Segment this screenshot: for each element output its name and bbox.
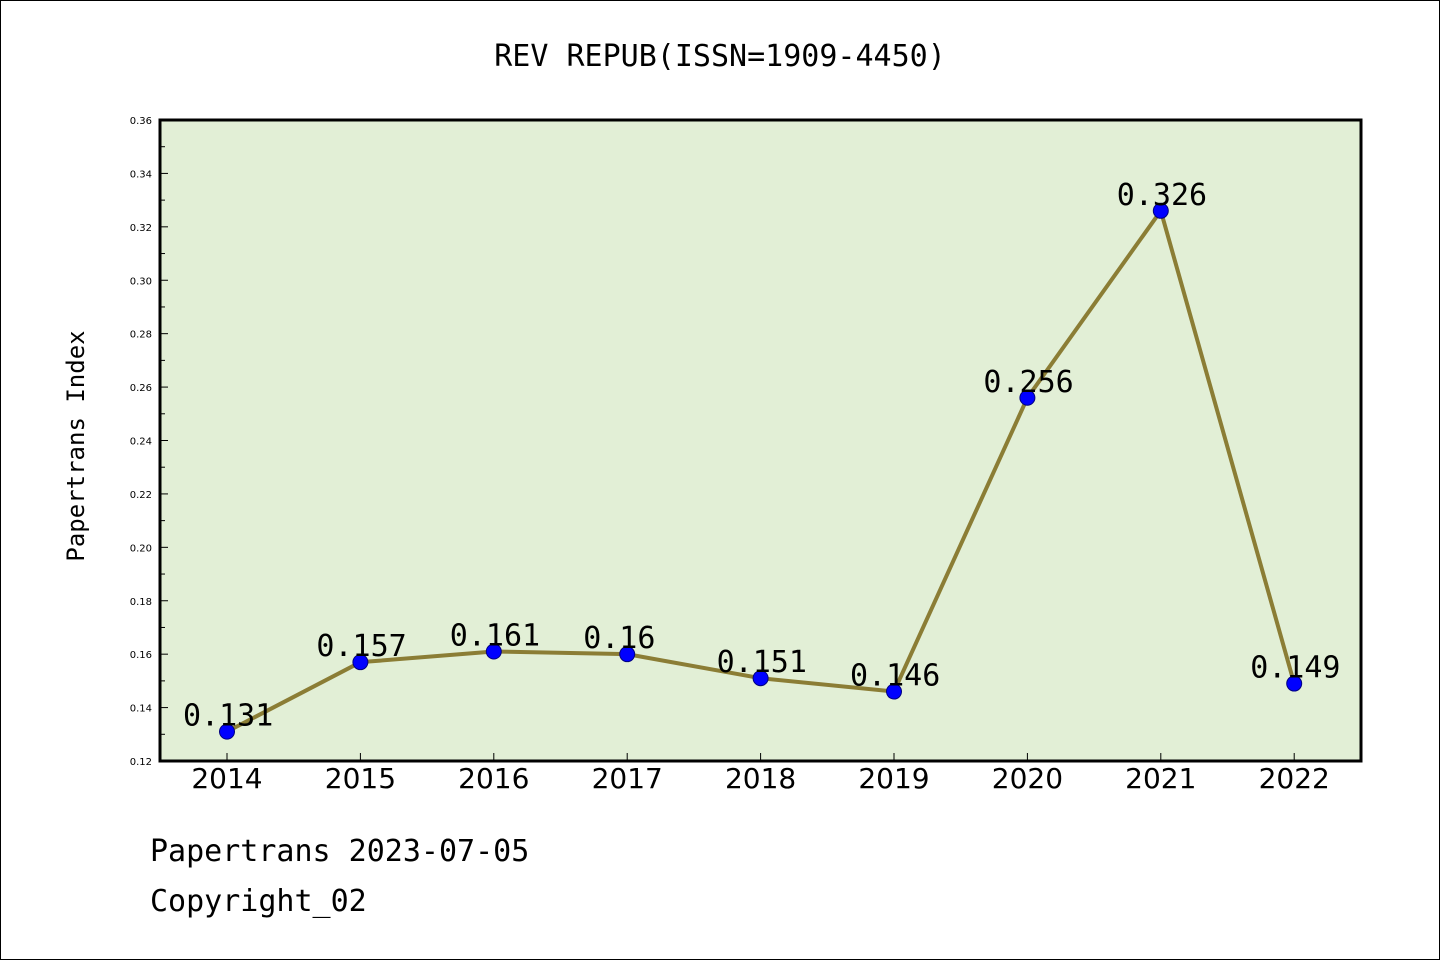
y-tick-label: 0.28 [130,330,152,341]
y-tick-label: 0.32 [130,223,152,234]
data-label: 0.256 [983,365,1073,400]
data-label: 0.149 [1250,651,1340,686]
data-point [886,683,902,700]
data-label: 0.146 [850,659,940,694]
data-point [619,646,636,663]
y-tick-label: 0.14 [130,704,152,715]
data-labels: 0.131 0.157 0.161 0.16 0.151 0.146 0.256 0.326 0… [183,178,1341,734]
chart-title: REV REPUB(ISSN=1909-4450) [494,39,946,74]
data-point [1152,202,1169,219]
x-tick-label: 2018 [725,762,796,795]
data-label: 0.16 [583,621,655,656]
y-tick-label: 0.36 [130,116,152,127]
data-label: 0.161 [450,618,540,653]
y-tick-label: 0.20 [130,543,152,554]
footer-date-text: Papertrans 2023-07-05 [150,834,530,869]
y-tick-label: 0.24 [130,437,152,448]
footer-copyright-text: Copyright_02 [150,884,367,919]
y-tick-label: 0.16 [130,650,152,661]
x-tick-label: 2014 [191,762,262,795]
y-tick-label: 0.26 [130,383,152,394]
y-axis-label: Papertrans Index [62,330,90,561]
y-tick-label: 0.34 [130,169,152,180]
data-label: 0.131 [183,699,273,734]
data-label: 0.151 [717,645,807,680]
data-point [752,670,769,687]
data-point [1286,675,1303,692]
x-tick-label: 2019 [858,762,929,795]
y-tick-label: 0.18 [130,597,152,608]
data-point [1019,389,1036,406]
data-markers [219,202,1303,740]
x-tick-label: 2022 [1259,762,1330,795]
y-tick-label: 0.22 [130,490,152,501]
x-tick-label: 2016 [458,762,529,795]
x-tick-label: 2015 [325,762,396,795]
data-point [352,654,369,671]
data-point [485,643,502,660]
data-label: 0.157 [316,629,406,664]
data-point [219,723,235,740]
x-tick-label: 2017 [592,762,663,795]
y-tick-label: 0.12 [130,757,152,768]
x-axis-ticks: 2014 2015 2016 2017 2018 2019 2020 2021 2022 [191,753,1330,795]
plot-area [158,118,1363,763]
data-label: 0.326 [1117,178,1207,213]
x-tick-label: 2020 [992,762,1063,795]
x-tick-label: 2021 [1125,762,1196,795]
y-axis-ticks: 0.12 0.14 0.16 0.18 0.20 0.22 0.24 0.26 0.28 0.30… [130,116,168,768]
y-tick-label: 0.30 [130,276,152,287]
